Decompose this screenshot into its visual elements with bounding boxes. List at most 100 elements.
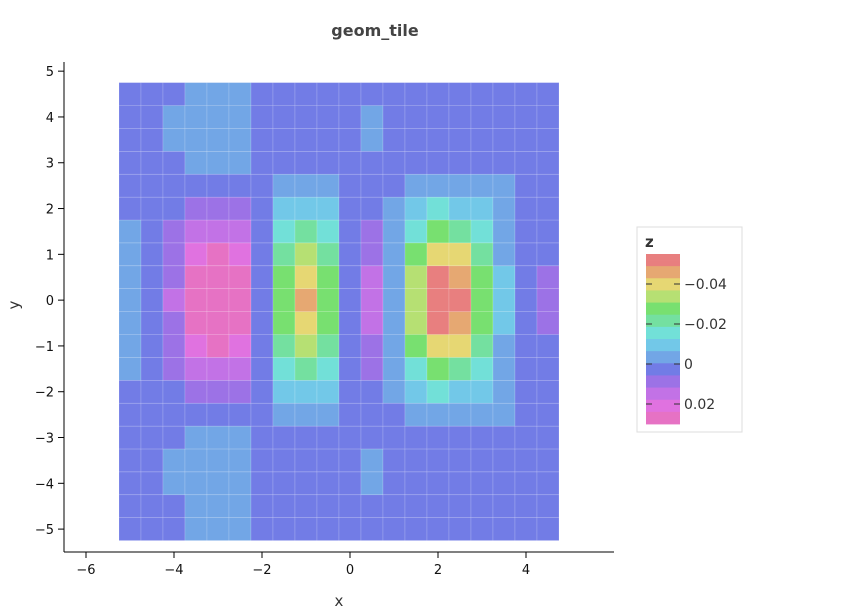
- tile-2-15: [162, 173, 186, 198]
- legend-ticks: −0.04 −0.02 0 0.02: [646, 277, 727, 413]
- y-tick-label: −5: [35, 523, 54, 538]
- tile-17-3: [492, 448, 516, 473]
- tile-11-14: [360, 196, 384, 221]
- tile-12-2: [382, 471, 406, 496]
- tile-16-4: [470, 425, 494, 450]
- x-axis-label: x: [335, 592, 344, 610]
- tile-3-17: [184, 128, 208, 152]
- tile-0-15: [118, 173, 142, 198]
- tile-5-7: [228, 357, 252, 381]
- tile-10-9: [338, 311, 362, 335]
- tile-0-3: [118, 448, 142, 473]
- tile-14-3: [426, 448, 450, 473]
- tile-4-16: [206, 150, 230, 175]
- tile-17-18: [492, 105, 516, 129]
- tile-17-5: [492, 402, 516, 427]
- tile-18-9: [514, 311, 538, 335]
- tile-1-9: [140, 311, 164, 335]
- tile-18-18: [514, 105, 538, 129]
- tile-14-12: [426, 242, 450, 267]
- tile-0-8: [118, 334, 142, 358]
- tile-2-9: [162, 311, 186, 335]
- tile-2-0: [162, 517, 186, 541]
- y-tick-label: −1: [35, 340, 54, 355]
- tile-12-13: [382, 219, 406, 244]
- tile-16-10: [470, 288, 494, 312]
- tile-11-5: [360, 402, 384, 427]
- tile-15-18: [448, 105, 472, 129]
- tile-5-8: [228, 334, 252, 358]
- tile-4-15: [206, 173, 230, 198]
- legend-color-step: [646, 351, 680, 358]
- tile-16-14: [470, 196, 494, 221]
- tile-15-15: [448, 173, 472, 198]
- y-axis-label: y: [5, 300, 23, 309]
- y-tick-label: −4: [35, 477, 54, 492]
- tile-4-5: [206, 402, 230, 427]
- x-tick-label: −6: [76, 563, 95, 578]
- tile-8-11: [294, 265, 318, 289]
- legend-color-step: [646, 278, 680, 285]
- tile-7-14: [272, 196, 296, 221]
- tile-16-7: [470, 357, 494, 381]
- tile-18-2: [514, 471, 538, 496]
- tile-3-2: [184, 471, 208, 496]
- tile-16-12: [470, 242, 494, 267]
- tile-18-1: [514, 494, 538, 518]
- tile-8-1: [294, 494, 318, 518]
- tile-14-13: [426, 219, 450, 244]
- tile-1-6: [140, 379, 164, 404]
- tile-10-4: [338, 425, 362, 450]
- tile-11-2: [360, 471, 384, 496]
- tile-10-6: [338, 379, 362, 404]
- tile-9-9: [316, 311, 340, 335]
- tile-1-17: [140, 128, 164, 152]
- tile-10-16: [338, 150, 362, 175]
- tile-2-3: [162, 448, 186, 473]
- tile-6-5: [250, 402, 274, 427]
- tile-9-0: [316, 517, 340, 541]
- tile-13-9: [404, 311, 428, 335]
- tile-6-17: [250, 128, 274, 152]
- x-tick-label: 0: [346, 563, 354, 578]
- tile-0-17: [118, 128, 142, 152]
- tile-18-15: [514, 173, 538, 198]
- tile-4-17: [206, 128, 230, 152]
- tile-15-17: [448, 128, 472, 152]
- tile-6-18: [250, 105, 274, 129]
- tile-18-17: [514, 128, 538, 152]
- tile-13-5: [404, 402, 428, 427]
- legend-color-step: [646, 339, 680, 346]
- tile-19-10: [536, 288, 560, 312]
- tile-8-2: [294, 471, 318, 496]
- tile-8-15: [294, 173, 318, 198]
- tile-0-5: [118, 402, 142, 427]
- tile-19-1: [536, 494, 560, 518]
- tile-18-7: [514, 357, 538, 381]
- tile-2-14: [162, 196, 186, 221]
- tile-0-4: [118, 425, 142, 450]
- tile-10-2: [338, 471, 362, 496]
- legend-color-step: [646, 363, 680, 370]
- legend-color-step: [646, 266, 680, 273]
- tile-12-19: [382, 82, 406, 106]
- tile-2-18: [162, 105, 186, 129]
- tile-13-19: [404, 82, 428, 106]
- tile-17-15: [492, 173, 516, 198]
- tile-15-11: [448, 265, 472, 289]
- tile-9-3: [316, 448, 340, 473]
- tile-15-8: [448, 334, 472, 358]
- tile-19-17: [536, 128, 560, 152]
- tile-15-12: [448, 242, 472, 267]
- tile-14-0: [426, 517, 450, 541]
- y-tick-label: 0: [46, 294, 54, 309]
- tile-6-4: [250, 425, 274, 450]
- tile-7-18: [272, 105, 296, 129]
- tile-7-17: [272, 128, 296, 152]
- tile-18-16: [514, 150, 538, 175]
- tile-13-4: [404, 425, 428, 450]
- tile-13-13: [404, 219, 428, 244]
- tile-15-1: [448, 494, 472, 518]
- tile-13-7: [404, 357, 428, 381]
